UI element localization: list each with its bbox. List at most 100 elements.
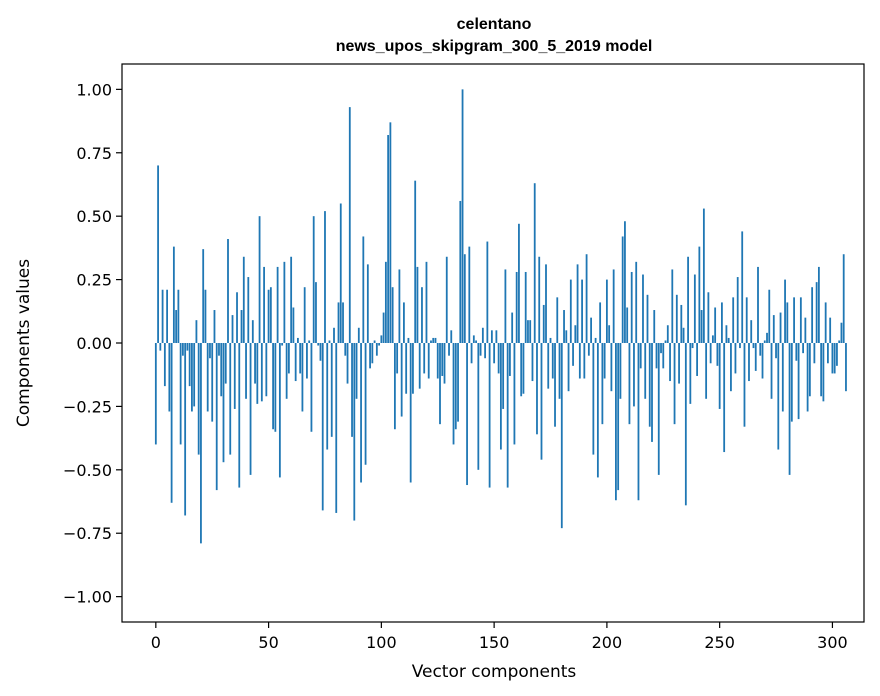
bar [445,256,448,343]
bar [795,343,798,361]
bar [215,343,218,491]
bar [434,337,437,343]
y-tick-label: 0.00 [76,334,112,353]
bar [811,287,814,343]
bar [806,343,809,412]
bar [657,343,660,475]
bar [391,287,394,343]
bar [211,343,214,422]
bar [238,343,241,488]
bar [202,249,205,343]
bar [527,320,529,343]
bar [360,343,362,483]
x-tick-label: 200 [592,633,623,652]
bar [468,246,471,343]
bar [319,343,322,361]
bar [452,343,455,445]
bar [815,282,818,343]
bar [574,325,577,343]
bar [475,340,477,343]
bar [759,343,762,356]
bar [499,343,502,450]
bar [608,325,611,343]
bar [321,343,324,511]
bar [423,343,426,374]
bar [384,261,387,343]
bar [251,320,254,343]
bar [711,335,714,343]
bar [276,266,279,343]
bar [845,343,847,392]
y-tick-label: −1.00 [63,588,112,607]
y-tick-label: −0.50 [63,461,112,480]
bar [707,292,710,343]
bar [836,343,838,366]
bar [387,135,390,343]
bar [687,256,689,343]
bar [466,343,468,486]
y-tick-label: 0.25 [76,271,112,290]
bar [833,343,836,374]
bar [802,343,804,354]
bar [233,343,236,409]
bar [186,343,189,351]
bar [560,343,563,529]
bar [603,343,606,379]
bar [822,343,825,402]
bar [306,343,308,379]
bar [175,310,178,343]
bar [290,256,293,343]
bar [642,274,644,343]
y-tick-label: 0.50 [76,207,112,226]
bar [781,343,784,412]
bar [430,340,432,343]
x-tick-label: 150 [479,633,510,652]
bar [817,266,820,343]
bar [775,343,777,359]
bar [337,302,340,343]
bar [736,277,739,343]
bar [454,343,457,430]
bar [587,343,590,356]
bar [594,337,597,343]
bar [612,269,615,343]
bar [748,343,750,382]
bar [177,289,180,343]
bar [170,343,173,503]
x-tick-label: 50 [258,633,278,652]
chart-subtitle: news_upos_skipgram_300_5_2019 model [336,38,653,55]
bar [459,200,462,343]
y-tick-label: −0.75 [63,524,112,543]
bar [278,343,281,478]
bar [655,343,658,369]
bar [506,343,509,488]
bar [168,343,171,412]
bar [840,322,843,343]
bar [346,343,349,384]
bar [328,340,331,343]
bar [206,343,209,412]
bar [666,325,669,343]
bar [443,343,446,384]
bar [797,343,800,420]
bar [709,343,712,364]
bar [626,307,629,343]
bar [247,277,250,343]
bar [375,343,378,356]
bar [739,343,741,349]
bar [227,239,229,343]
bar [633,343,635,407]
y-tick-label: 1.00 [76,80,112,99]
bar [596,343,599,478]
bar [813,343,816,364]
bar [524,271,527,343]
x-tick-label: 250 [704,633,735,652]
bar [285,343,288,399]
bar [567,343,570,392]
bar [799,297,802,343]
bar [808,343,811,397]
bar [382,312,385,343]
bar [172,246,175,343]
bar [265,343,268,397]
bar [463,254,466,343]
